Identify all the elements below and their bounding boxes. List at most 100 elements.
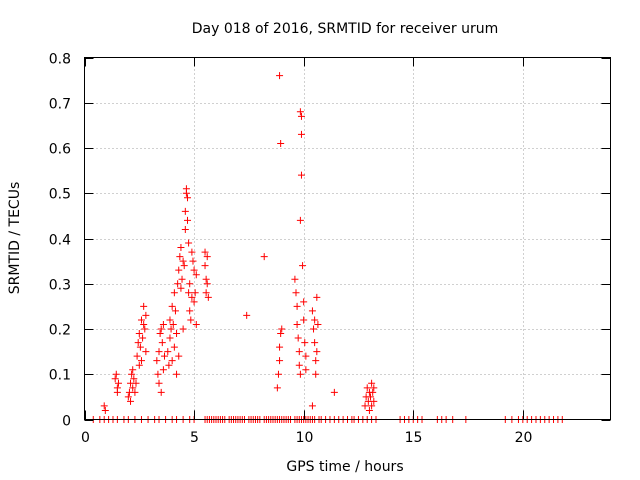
data-point [185,239,193,247]
data-point [191,289,199,297]
data-point [293,302,301,310]
data-point [175,352,183,360]
data-point [113,388,121,396]
data-point [169,320,177,328]
data-point [179,325,187,333]
data-point [153,357,161,365]
data-point [310,325,318,333]
data-point [311,316,319,324]
grid-lines [84,57,611,420]
x-tick-label: 0 [81,430,90,446]
data-point [296,108,304,116]
data-point [276,72,284,80]
data-point [291,275,299,283]
data-point [173,370,181,378]
data-point [204,293,212,301]
data-point [157,388,165,396]
y-tick-label: 0.8 [49,52,71,68]
data-point [181,225,189,233]
data-point [174,280,182,288]
data-point [185,289,193,297]
data-point [312,370,320,378]
data-point [170,289,178,297]
data-point [187,316,195,324]
data-point [142,311,150,319]
data-point [100,402,108,410]
data-point [368,402,376,410]
data-point [311,339,319,347]
data-point [243,311,251,319]
data-point [159,366,167,374]
data-point [370,384,378,392]
data-point [166,316,174,324]
data-point [190,266,198,274]
data-point [159,320,167,328]
data-point [130,375,138,383]
data-point [363,384,371,392]
data-point [168,357,176,365]
data-point [294,334,302,342]
y-tick-label: 0 [62,414,71,430]
data-point [140,302,148,310]
axis-ticks: 0 0.1 0.2 0.3 0.4 0.5 0.6 0.7 0.8 0 5 10 15 20 [49,52,611,446]
data-point [192,320,200,328]
data-point [188,248,196,256]
data-point [297,171,305,179]
data-point [274,370,282,378]
data-points [89,72,566,423]
data-point [141,325,149,333]
data-point [176,253,184,261]
data-point [313,293,321,301]
data-point [296,370,304,378]
data-point [313,348,321,356]
data-point [292,289,300,297]
data-point [157,325,165,333]
y-tick-label: 0.3 [49,278,71,294]
data-point [276,357,284,365]
data-point [202,289,210,297]
data-point [112,370,120,378]
data-point [278,325,286,333]
data-point [140,320,148,328]
data-point [142,348,150,356]
data-point [186,307,194,315]
data-point [124,393,132,401]
data-point [164,348,172,356]
data-point [330,388,338,396]
data-point [135,361,143,369]
chart-title: Day 018 of 2016, SRMTID for receiver uru… [192,21,499,37]
y-tick-label: 0.7 [49,97,71,113]
data-point [179,257,187,265]
data-point [155,379,163,387]
data-point [201,262,209,270]
data-point [365,406,373,414]
data-point [312,357,320,365]
data-point [273,384,281,392]
data-point [167,325,175,333]
x-tick-label: 10 [296,430,314,446]
data-point [137,357,145,365]
data-point [136,343,144,351]
data-point [135,330,143,338]
data-point [184,216,192,224]
data-point [186,280,194,288]
data-point [308,307,316,315]
y-axis-label: SRMTID / TECUs [7,182,23,295]
data-point [180,262,188,270]
data-point [133,352,141,360]
data-point [293,320,301,328]
x-axis-label: GPS time / hours [286,459,403,475]
data-point [181,207,189,215]
data-point [203,253,211,261]
y-tick-label: 0.5 [49,187,71,203]
data-point [369,388,377,396]
data-point [132,379,140,387]
data-point [260,253,268,261]
plot-frame [84,57,611,420]
data-point [177,244,185,252]
data-point [166,334,174,342]
data-point [299,262,307,270]
data-point [189,257,197,265]
data-point [368,379,376,387]
